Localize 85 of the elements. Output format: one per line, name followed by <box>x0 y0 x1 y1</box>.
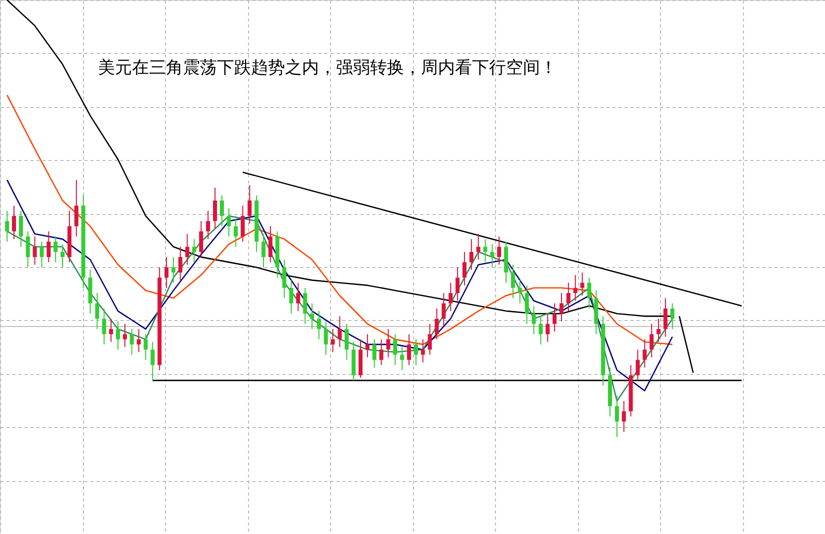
candlestick <box>310 302 314 330</box>
candlestick <box>60 244 65 268</box>
candlestick <box>400 346 404 371</box>
candlestick <box>324 320 328 356</box>
candlestick <box>393 334 398 366</box>
candlestick <box>338 316 342 348</box>
candlestick <box>136 328 141 353</box>
candlestick <box>150 341 155 381</box>
candlestick <box>642 338 647 368</box>
candlestick <box>130 328 134 356</box>
candlestick <box>434 308 439 340</box>
candlestick <box>26 230 30 268</box>
candlestick <box>587 277 592 309</box>
candlestick <box>95 292 100 330</box>
candlestick <box>122 323 127 348</box>
candlestick <box>428 323 432 356</box>
candlestick <box>518 280 522 304</box>
candlestick <box>365 334 370 358</box>
candlestick <box>566 282 570 312</box>
candlestick <box>282 259 286 299</box>
candlestick <box>462 251 466 286</box>
candlestick <box>212 187 217 230</box>
candlestick <box>636 349 640 381</box>
candlestick <box>164 256 168 288</box>
candlestick <box>456 266 460 302</box>
candlestick <box>199 220 204 258</box>
candlestick <box>262 233 266 268</box>
candlestick <box>552 302 557 332</box>
candlestick <box>442 292 446 327</box>
candlestick <box>560 292 564 322</box>
candlestick <box>185 233 190 266</box>
candlestick <box>497 236 502 266</box>
candlestick <box>12 205 16 240</box>
candlestick <box>220 194 224 227</box>
candlestick <box>234 218 238 248</box>
candlestick <box>476 233 480 260</box>
candlestick <box>32 236 37 266</box>
candlestick <box>40 241 44 268</box>
candlestick <box>414 338 418 366</box>
candlestick <box>546 313 550 342</box>
candlestick <box>344 323 349 360</box>
candlestick <box>614 395 619 438</box>
candlestick <box>109 318 114 342</box>
candlestick <box>46 230 51 263</box>
candlestick <box>573 274 578 302</box>
candlestick <box>656 318 661 342</box>
candlestick <box>303 287 308 324</box>
candlestick <box>240 205 245 242</box>
candlestick <box>206 210 210 240</box>
candlestick <box>532 305 536 335</box>
candlestick <box>5 210 10 242</box>
candlestick <box>663 298 668 338</box>
candlestick <box>74 179 78 237</box>
candlestick <box>407 334 412 366</box>
candlestick <box>289 280 294 314</box>
candlestick <box>178 246 182 281</box>
candlestick <box>386 328 390 358</box>
chart-title: 美元在三角震荡下跌趋势之内，强弱转换，周内看下行空间！ <box>98 58 557 78</box>
candlestick <box>670 302 674 330</box>
candlestick <box>171 256 176 284</box>
candlestick <box>469 238 474 270</box>
candlestick <box>144 334 148 360</box>
candlestick <box>18 210 23 248</box>
candlestick <box>379 338 384 366</box>
candlestick <box>524 284 529 324</box>
candlestick <box>538 316 543 345</box>
candlestick <box>483 238 488 263</box>
candlestick <box>248 184 252 224</box>
candlestick <box>316 310 321 340</box>
candlestick <box>372 338 376 368</box>
candlestick <box>580 272 584 296</box>
candlestick <box>420 338 425 363</box>
candlestick <box>192 238 196 263</box>
candlestick <box>448 282 453 312</box>
candlestick <box>490 244 494 268</box>
candlestick <box>226 208 231 237</box>
candlestick <box>622 400 626 432</box>
candlestick <box>268 226 272 263</box>
candlestick <box>650 323 654 358</box>
candlestick <box>116 320 120 350</box>
candlestick <box>54 236 58 263</box>
candlestick <box>296 282 300 312</box>
candlestick <box>510 264 515 299</box>
candlestick <box>330 328 335 353</box>
candlestick <box>102 308 106 345</box>
